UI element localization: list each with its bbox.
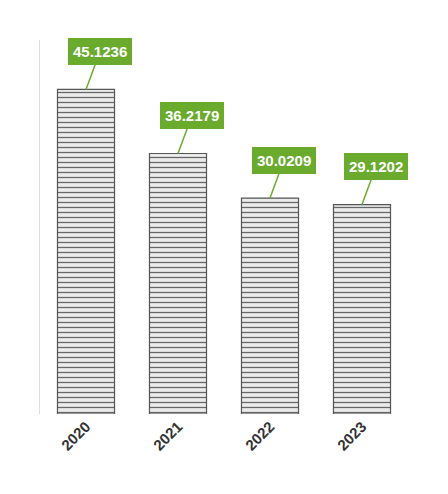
svg-text:2023: 2023 — [334, 418, 370, 454]
svg-text:2021: 2021 — [150, 418, 186, 454]
svg-text:2020: 2020 — [58, 418, 94, 454]
svg-text:2022: 2022 — [242, 418, 278, 454]
svg-text:29.1202: 29.1202 — [349, 158, 403, 175]
svg-text:30.0209: 30.0209 — [257, 152, 311, 169]
svg-text:36.2179: 36.2179 — [165, 107, 219, 124]
svg-text:45.1236: 45.1236 — [73, 43, 127, 60]
